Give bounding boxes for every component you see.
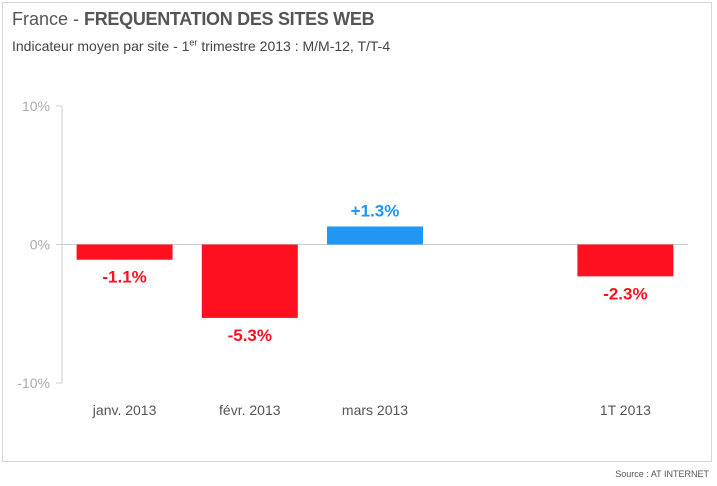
title-main: FREQUENTATION DES SITES WEB [84, 9, 375, 29]
category-label: mars 2013 [342, 402, 408, 418]
bar [76, 244, 173, 260]
title-prefix: France - [12, 9, 85, 29]
category-label: 1T 2013 [600, 402, 651, 418]
bar-value-label: -1.1% [102, 268, 146, 287]
bar [327, 226, 423, 245]
subtitle-part1: Indicateur moyen par site - 1 [12, 38, 190, 54]
y-tick-label: 10% [22, 98, 50, 114]
bar-value-label: -2.3% [603, 284, 647, 303]
subtitle-part2: trimestre 2013 : M/M-12, T/T-4 [197, 38, 391, 54]
chart-title: France - FREQUENTATION DES SITES WEB [12, 9, 375, 30]
bar [577, 244, 674, 277]
category-label: janv. 2013 [92, 402, 157, 418]
y-tick-label: -10% [17, 375, 50, 391]
bar-value-label: -5.3% [228, 326, 272, 345]
source-note: Source : AT INTERNET [615, 469, 709, 479]
y-tick-label: 0% [30, 237, 50, 253]
chart-subtitle: Indicateur moyen par site - 1er trimestr… [12, 38, 390, 54]
bar [201, 244, 298, 318]
subtitle-sup: er [189, 37, 198, 48]
bar-value-label: +1.3% [351, 201, 400, 220]
category-label: févr. 2013 [219, 402, 281, 418]
